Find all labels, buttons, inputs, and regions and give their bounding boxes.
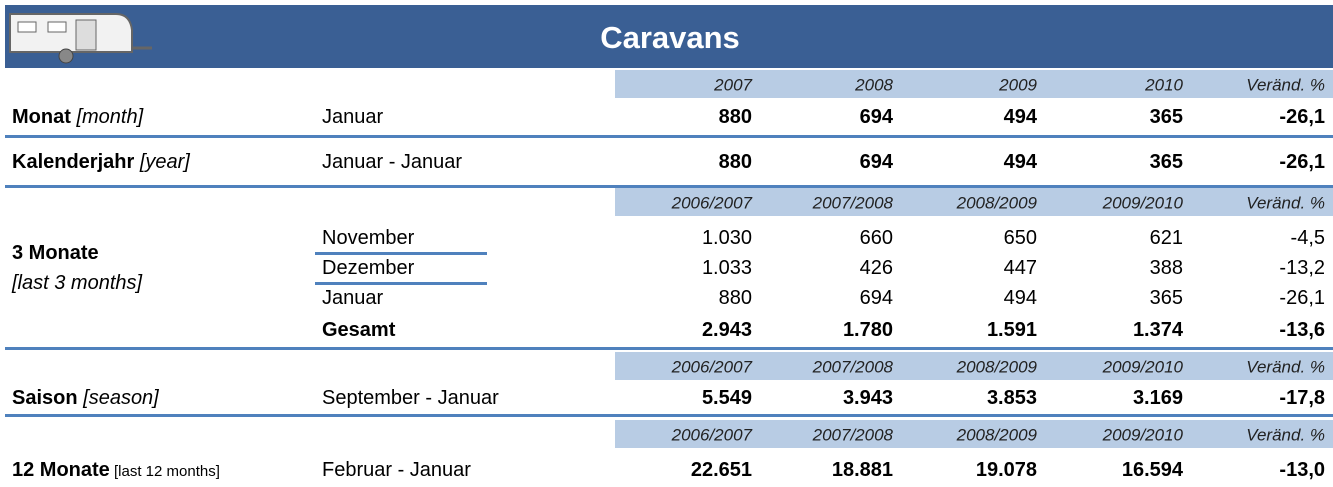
- group-note: [month]: [71, 106, 143, 128]
- cell-value: 365: [1150, 107, 1183, 127]
- cell-value: -26,1: [1279, 107, 1325, 127]
- column-header: 2007/2008: [813, 359, 893, 376]
- column-header: 2006/2007: [672, 195, 752, 212]
- cell-value: 694: [860, 288, 893, 308]
- cell-value: -13,6: [1279, 320, 1325, 340]
- cell-value: -26,1: [1279, 288, 1325, 308]
- cell-value: 1.374: [1133, 320, 1183, 340]
- column-header: 2007/2008: [813, 427, 893, 444]
- cell-value: -17,8: [1279, 388, 1325, 408]
- cell-value: 880: [719, 288, 752, 308]
- period-label: Februar - Januar: [322, 460, 471, 480]
- cell-value: -26,1: [1279, 152, 1325, 172]
- group-label: Saison [season]: [12, 388, 159, 408]
- cell-value: 365: [1150, 288, 1183, 308]
- cell-value: 694: [860, 152, 893, 172]
- separator-line: [5, 414, 1333, 417]
- cell-value: 19.078: [976, 460, 1037, 480]
- cell-value: -13,0: [1279, 460, 1325, 480]
- column-header: Veränd. %: [1246, 427, 1325, 444]
- column-header: 2009/2010: [1103, 427, 1183, 444]
- period-label: Januar - Januar: [322, 152, 462, 172]
- column-header: Veränd. %: [1246, 195, 1325, 212]
- cell-value: 365: [1150, 152, 1183, 172]
- cell-value: 3.853: [987, 388, 1037, 408]
- cell-value: 447: [1004, 258, 1037, 278]
- column-header: Veränd. %: [1246, 359, 1325, 376]
- cell-value: 494: [1004, 152, 1037, 172]
- cell-value: 1.030: [702, 228, 752, 248]
- cell-value: 1.033: [702, 258, 752, 278]
- cell-value: 621: [1150, 228, 1183, 248]
- cell-value: 22.651: [691, 460, 752, 480]
- cell-value: 2.943: [702, 320, 752, 340]
- cell-value: 1.780: [843, 320, 893, 340]
- column-header: 2009/2010: [1103, 359, 1183, 376]
- cell-value: -4,5: [1291, 228, 1325, 248]
- column-header: 2010: [1145, 77, 1183, 94]
- group-label: Kalenderjahr [year]: [12, 152, 190, 172]
- column-header: 2006/2007: [672, 427, 752, 444]
- column-header: 2008/2009: [957, 427, 1037, 444]
- column-header: 2007/2008: [813, 195, 893, 212]
- separator-line: [315, 282, 487, 285]
- cell-value: 694: [860, 107, 893, 127]
- period-label: Januar: [322, 288, 383, 308]
- group-label: 3 Monate: [12, 243, 99, 263]
- column-header: 2008/2009: [957, 195, 1037, 212]
- column-header: 2008: [855, 77, 893, 94]
- separator-line: [5, 347, 1333, 350]
- group-note: [last 3 months]: [12, 273, 142, 293]
- page: Caravans 2007 2008 2009 2010 Veränd. % Monat …: [0, 0, 1333, 487]
- period-label: September - Januar: [322, 388, 499, 408]
- period-label: November: [322, 228, 414, 248]
- group-note: [last 12 months]: [110, 463, 220, 480]
- separator-line: [5, 135, 1333, 138]
- cell-value: 494: [1004, 107, 1037, 127]
- column-header: 2009/2010: [1103, 195, 1183, 212]
- cell-value: 494: [1004, 288, 1037, 308]
- group-note: [season]: [78, 387, 159, 409]
- cell-value: 3.943: [843, 388, 893, 408]
- cell-value: 426: [860, 258, 893, 278]
- column-header: 2009: [999, 77, 1037, 94]
- title: Caravans: [600, 20, 740, 56]
- cell-value: 388: [1150, 258, 1183, 278]
- period-label: Gesamt: [322, 320, 395, 340]
- cell-value: 880: [719, 152, 752, 172]
- cell-value: 650: [1004, 228, 1037, 248]
- separator-line: [315, 252, 487, 255]
- group-label: Monat [month]: [12, 107, 143, 127]
- cell-value: 660: [860, 228, 893, 248]
- column-header: 2008/2009: [957, 359, 1037, 376]
- cell-value: 1.591: [987, 320, 1037, 340]
- cell-value: 3.169: [1133, 388, 1183, 408]
- period-label: Dezember: [322, 258, 414, 278]
- group-note: [year]: [134, 151, 190, 173]
- column-header: Veränd. %: [1246, 77, 1325, 94]
- period-label: Januar: [322, 107, 383, 127]
- column-header: 2007: [714, 77, 752, 94]
- cell-value: -13,2: [1279, 258, 1325, 278]
- cell-value: 5.549: [702, 388, 752, 408]
- cell-value: 18.881: [832, 460, 893, 480]
- caravan-icon: [6, 8, 156, 68]
- column-header: 2006/2007: [672, 359, 752, 376]
- cell-value: 880: [719, 107, 752, 127]
- group-label: 12 Monate [last 12 months]: [12, 460, 220, 480]
- cell-value: 16.594: [1122, 460, 1183, 480]
